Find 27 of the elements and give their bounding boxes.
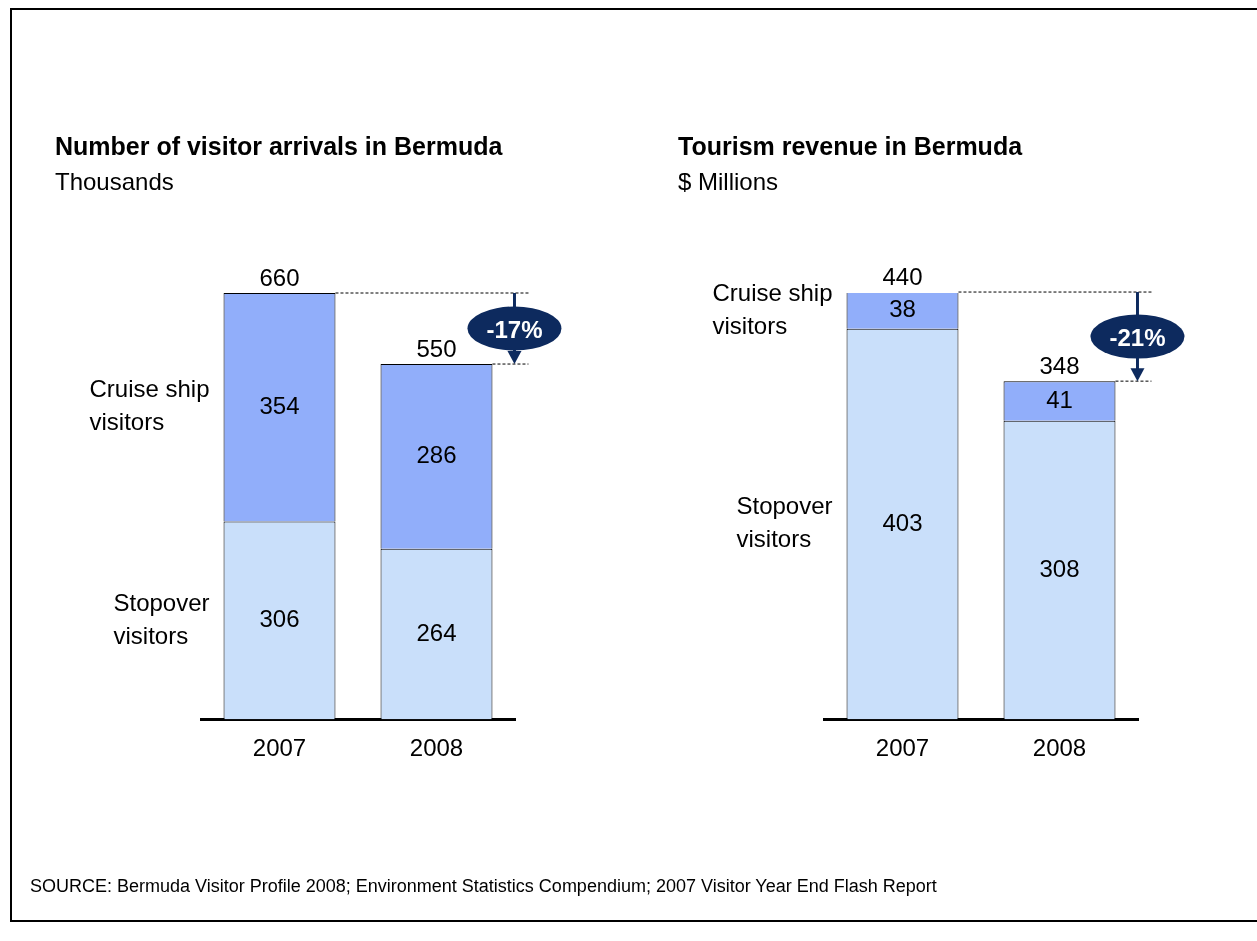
x-tick-label: 2007 — [252, 734, 307, 762]
series-label: Cruise ship visitors — [712, 278, 833, 339]
series-label: Stopover visitors — [113, 588, 210, 649]
annotation: -21% — [1109, 323, 1166, 351]
data-label: 41 — [1046, 385, 1073, 413]
data-label: 306 — [259, 605, 300, 633]
x-tick-label: 2008 — [409, 734, 464, 762]
annotation: -17% — [486, 315, 543, 343]
chart-subtitle: Thousands — [55, 168, 174, 196]
total-label: 348 — [1039, 351, 1080, 379]
total-label: 660 — [259, 263, 300, 291]
total-label: 440 — [882, 262, 923, 290]
series-label: Stopover visitors — [736, 492, 833, 553]
data-label: 38 — [889, 295, 916, 323]
chart-subtitle: $ Millions — [678, 168, 779, 196]
x-tick-label: 2008 — [1032, 734, 1087, 762]
source-note: SOURCE: Bermuda Visitor Profile 2008; Environment Statistics Compendium; 2007 Visitor Year End Flash Report — [30, 876, 937, 897]
series-label: Cruise ship visitors — [89, 375, 210, 436]
data-label: 403 — [882, 508, 923, 536]
data-label: 308 — [1039, 554, 1080, 582]
chart-title: Tourism revenue in Bermuda — [678, 132, 1023, 161]
x-tick-label: 2007 — [875, 734, 930, 762]
data-label: 354 — [259, 391, 300, 419]
total-label: 550 — [416, 334, 457, 362]
data-label: 264 — [416, 618, 457, 646]
chart-title: Number of visitor arrivals in Bermuda — [55, 132, 503, 161]
data-label: 286 — [416, 441, 457, 468]
